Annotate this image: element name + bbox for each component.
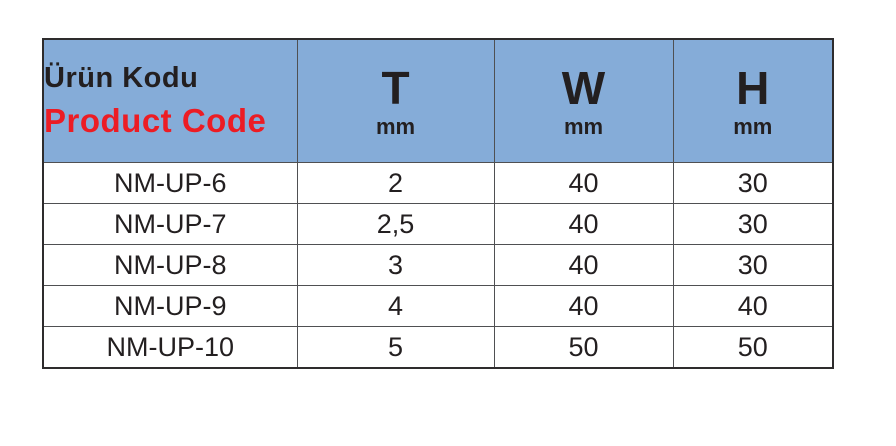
cell-h: 30 <box>672 244 834 286</box>
table-row: NM-UP-10 5 50 50 <box>42 326 834 369</box>
table-row: NM-UP-6 2 40 30 <box>42 162 834 204</box>
cell-w: 40 <box>493 203 674 245</box>
header-product-code-english: Product Code <box>44 101 267 139</box>
header-product-code-turkish: Ürün Kodu <box>44 62 199 95</box>
cell-product-code: NM-UP-6 <box>42 162 298 204</box>
cell-product-code: NM-UP-8 <box>42 244 298 286</box>
table-row: NM-UP-8 3 40 30 <box>42 244 834 286</box>
header-col-w-unit: mm <box>563 113 604 139</box>
header-col-t-label: T <box>381 61 410 114</box>
product-spec-table: Ürün Kodu Product Code T mm W mm H mm <box>42 38 834 369</box>
header-col-w: W mm <box>493 38 674 163</box>
header-col-h-unit: mm <box>733 113 773 139</box>
table-row: NM-UP-9 4 40 40 <box>42 285 834 327</box>
header-row: Ürün Kodu Product Code T mm W mm H mm <box>42 38 834 163</box>
cell-w: 40 <box>493 162 674 204</box>
product-spec-table-wrap: Ürün Kodu Product Code T mm W mm H mm <box>42 38 834 369</box>
cell-t: 5 <box>296 326 495 369</box>
table-row: NM-UP-7 2,5 40 30 <box>42 203 834 245</box>
cell-w: 40 <box>493 285 674 327</box>
cell-t: 2,5 <box>296 203 495 245</box>
cell-t: 3 <box>296 244 495 286</box>
cell-h: 40 <box>672 285 834 327</box>
cell-h: 50 <box>672 326 834 369</box>
header-col-w-label: W <box>561 61 606 114</box>
cell-h: 30 <box>672 203 834 245</box>
header-col-t: T mm <box>296 38 495 163</box>
cell-product-code: NM-UP-10 <box>42 326 298 369</box>
header-col-h: H mm <box>672 38 834 163</box>
cell-product-code: NM-UP-9 <box>42 285 298 327</box>
header-col-t-unit: mm <box>375 113 416 139</box>
header-product-code: Ürün Kodu Product Code <box>42 38 298 163</box>
cell-w: 50 <box>493 326 674 369</box>
cell-product-code: NM-UP-7 <box>42 203 298 245</box>
cell-t: 2 <box>296 162 495 204</box>
cell-w: 40 <box>493 244 674 286</box>
cell-t: 4 <box>296 285 495 327</box>
header-col-h-label: H <box>736 61 770 114</box>
cell-h: 30 <box>672 162 834 204</box>
